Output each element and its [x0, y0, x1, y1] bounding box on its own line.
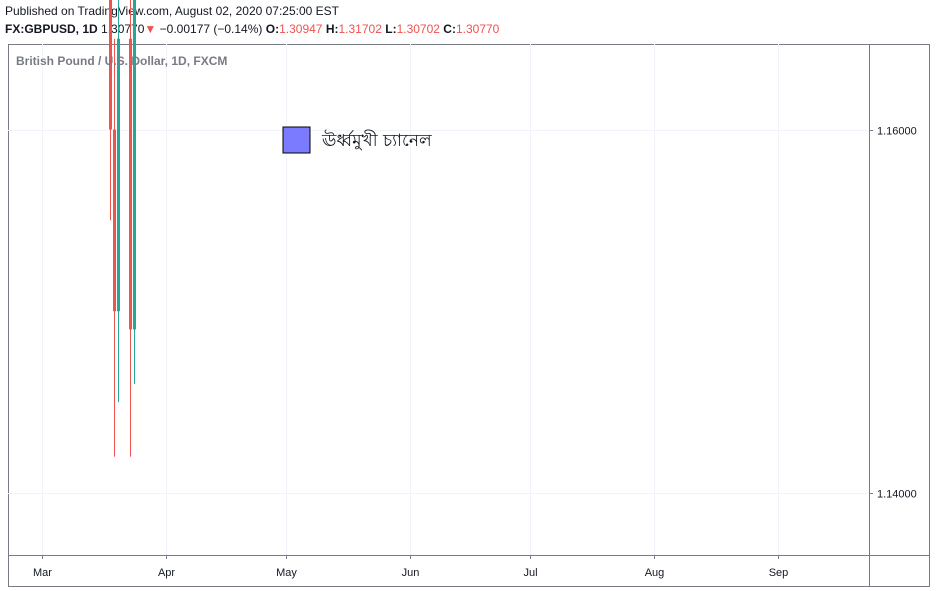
time-axis[interactable]: Mar Apr May Jun Jul Aug Sep	[33, 555, 788, 579]
high-value: 1.31702	[338, 22, 382, 36]
high-label: H:	[325, 22, 339, 36]
chart-title: British Pound / U.S. Dollar, 1D, FXCM	[16, 54, 227, 68]
low-label: L:	[385, 22, 397, 36]
published-line: Published on TradingView.com, August 02,…	[5, 4, 340, 18]
time-tick-label: Aug	[645, 567, 665, 579]
close-label: C:	[443, 22, 456, 36]
candle-body	[109, 0, 112, 130]
down-arrow-icon: ▼	[144, 22, 157, 36]
candle-body	[129, 38, 132, 330]
price-tick-label: 1.14000	[877, 489, 917, 501]
grid-lines	[8, 44, 869, 555]
legend-label: ঊর্ধ্বমুখী চ্যানেল	[321, 130, 432, 151]
time-tick-label: Sep	[769, 567, 789, 579]
low-value: 1.30702	[396, 22, 440, 36]
close-value: 1.30770	[455, 22, 500, 36]
time-tick-label: Jul	[523, 567, 537, 579]
price-change: −0.00177 (−0.14%)	[159, 22, 263, 36]
candles	[109, 0, 136, 457]
open-label: O:	[265, 22, 280, 36]
open-value: 1.30947	[279, 22, 323, 36]
time-tick-label: Mar	[33, 567, 52, 579]
time-tick-label: Apr	[158, 567, 175, 579]
time-tick-label: Jun	[402, 567, 420, 579]
chart-frame	[8, 44, 930, 587]
legend-color-box	[282, 126, 311, 154]
price-tick-label: 1.16000	[877, 126, 917, 138]
symbol-ohlc-line: FX:GBPUSD, 1D 1.30770 ▼ −0.00177 (−0.14%)…	[5, 22, 499, 36]
candle-body	[133, 0, 136, 330]
symbol-name[interactable]: FX:GBPUSD, 1D	[5, 22, 98, 36]
time-tick-label: May	[276, 567, 297, 579]
price-axis[interactable]: 1.400001.380001.360001.340001.320001.300…	[869, 0, 917, 501]
candle-body	[117, 38, 120, 312]
candle-body	[113, 129, 116, 312]
